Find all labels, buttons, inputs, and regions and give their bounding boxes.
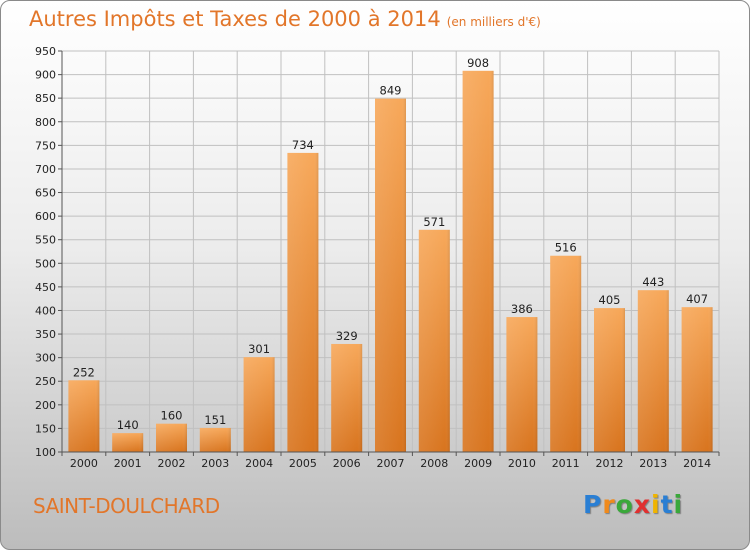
data-label: 301: [248, 342, 270, 356]
bar-shade: [156, 423, 187, 452]
data-label: 407: [686, 292, 708, 306]
data-label: 386: [511, 302, 533, 316]
data-label: 252: [73, 365, 95, 379]
data-label: 516: [555, 241, 577, 255]
bar-shade: [637, 290, 669, 452]
y-tick-label: 650: [35, 187, 56, 200]
axes: [58, 50, 720, 456]
bar-shade: [550, 255, 582, 452]
data-label: 329: [336, 329, 358, 343]
data-label: 734: [292, 138, 314, 152]
chart-title-text: Autres Impôts et Taxes de 2000 à 2014: [29, 7, 441, 31]
y-tick-label: 850: [35, 92, 56, 105]
x-tick-label: 2009: [464, 457, 492, 470]
y-tick-label: 200: [35, 399, 56, 412]
y-tick-label: 500: [35, 257, 56, 270]
x-tick-label: 2001: [114, 457, 142, 470]
x-tick-label: 2002: [158, 457, 186, 470]
bar-shade: [287, 152, 319, 452]
logo-letter: i: [651, 490, 661, 519]
data-label: 405: [599, 293, 621, 307]
x-tick-label: 2013: [639, 457, 667, 470]
x-tick-label: 2007: [377, 457, 405, 470]
chart-unit: (en milliers d'€): [446, 15, 541, 29]
bar-shade: [199, 427, 231, 452]
x-tick-label: 2014: [683, 457, 711, 470]
y-tick-label: 400: [35, 304, 56, 317]
y-tick-label: 100: [35, 446, 56, 459]
bar-shade: [68, 380, 100, 452]
x-tick-label: 2004: [245, 457, 273, 470]
y-tick-label: 950: [35, 45, 56, 58]
labels: 100 150 200 250 300 350 400 450 500 550 600 650 700 7…: [35, 45, 711, 470]
y-tick-label: 750: [35, 139, 56, 152]
y-tick-label: 550: [35, 234, 56, 247]
logo-letter: o: [615, 490, 634, 519]
logo-letter: r: [602, 490, 616, 519]
chart-title: Autres Impôts et Taxes de 2000 à 2014 (en…: [29, 7, 541, 31]
y-tick-label: 600: [35, 210, 56, 223]
data-label: 908: [467, 56, 489, 70]
bar-shade: [112, 433, 144, 452]
x-tick-label: 2006: [333, 457, 361, 470]
data-label: 443: [642, 275, 664, 289]
data-label: 849: [380, 84, 402, 98]
y-tick-label: 450: [35, 281, 56, 294]
bar-shade: [243, 357, 275, 452]
x-tick-label: 2011: [552, 457, 580, 470]
logo-letter: x: [633, 490, 651, 519]
y-tick-label: 250: [35, 375, 56, 388]
x-tick-label: 2003: [201, 457, 229, 470]
x-tick-label: 2012: [596, 457, 624, 470]
x-tick-label: 2000: [70, 457, 98, 470]
data-label: 140: [117, 418, 139, 432]
data-label: 160: [161, 409, 183, 423]
data-label: 571: [423, 215, 445, 229]
y-tick-label: 900: [35, 69, 56, 82]
bar-shade: [506, 317, 538, 452]
y-tick-label: 350: [35, 328, 56, 341]
bar-shade: [681, 307, 713, 452]
y-tick-label: 800: [35, 116, 56, 129]
proxiti-logo: Proxiti: [583, 490, 683, 519]
city-name: SAINT-DOULCHARD: [33, 494, 220, 518]
x-tick-label: 2008: [420, 457, 448, 470]
bar-shade: [594, 308, 625, 452]
bar-shade: [331, 343, 363, 452]
bar-shade: [375, 98, 406, 453]
logo-letter: t: [660, 490, 674, 519]
bars: [68, 70, 713, 453]
logo-letter: i: [673, 490, 684, 519]
y-tick-label: 300: [35, 352, 56, 365]
x-tick-label: 2005: [289, 457, 317, 470]
bar-shade: [418, 229, 450, 452]
y-tick-label: 700: [35, 163, 56, 176]
logo-letter: P: [583, 490, 603, 519]
x-tick-label: 2010: [508, 457, 536, 470]
data-label: 151: [204, 413, 226, 427]
y-tick-label: 150: [35, 422, 56, 435]
bar-shade: [462, 70, 494, 452]
